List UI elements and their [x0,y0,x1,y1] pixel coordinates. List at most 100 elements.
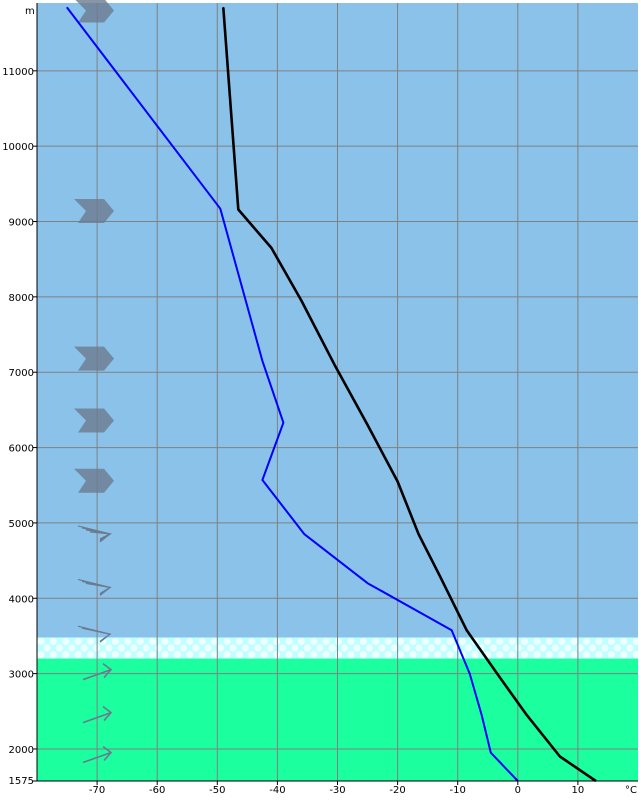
cloud-dot [409,650,417,659]
temperature-point [222,6,224,9]
cloud-dot [558,650,566,659]
chevron-shape [74,468,114,493]
cloud-dot [601,644,609,652]
cloud-dot [613,644,622,652]
temperature-point [499,676,501,678]
cloud-dot [211,650,219,659]
wind-marker-feather-2 [77,625,112,643]
cloud-dot [173,650,181,659]
y-tick-label: 10000 [2,142,34,153]
cloud-dot [155,644,163,652]
cloud-dot [310,637,318,646]
cloud-dot [124,637,132,646]
cloud-dot [322,650,330,659]
cloud-layer-dots [37,637,640,659]
wind-marker-chevron [74,468,114,493]
cloud-dot [192,644,200,652]
cloud-dot [545,650,554,659]
feather-stroke [81,627,112,642]
cloud-dot [489,644,497,652]
cloud-dot [167,644,175,652]
cloud-dot [595,650,603,659]
y-tick-label: 9000 [9,218,34,229]
cloud-dot [632,650,640,659]
chevron-shape [74,346,114,371]
cloud-dot [347,650,355,659]
cloud-dot [427,644,435,652]
cloud-dot [260,637,268,646]
cloud-dot [37,637,45,646]
x-tick-label: 10 [572,785,585,796]
cloud-dot [285,637,293,646]
cloud-dot [446,637,454,646]
cloud-dot [365,644,373,652]
wind-marker-chevron [74,408,114,433]
cloud-dot [607,650,616,659]
cloud-dot [149,637,157,646]
cloud-dot [111,637,119,646]
temperature-point [397,480,399,483]
cloud-dot [409,637,417,646]
dewpoint-point [469,673,471,675]
cloud-dot [508,637,516,646]
cloud-dot [136,650,144,659]
y-tick-label: 8000 [9,293,34,304]
cloud-dot [620,637,628,646]
arrow-shape [82,705,113,724]
chevron-shape [74,198,114,223]
cloud-dot [62,637,70,646]
cloud-dot [130,644,138,652]
cloud-dot [545,637,554,646]
cloud-dot [266,644,274,652]
wind-markers [74,0,114,764]
cloud-dot [465,644,473,652]
cloud-dot [384,650,392,659]
y-tick-label: 1575 [9,776,34,787]
y-tick-label: 11000 [2,67,34,78]
cloud-dot [533,650,541,659]
axes [33,3,638,785]
cloud-dot [254,644,262,652]
cloud-dot [570,637,578,646]
cloud-dot [297,637,305,646]
dewpoint-point [261,360,263,362]
cloud-dot [260,650,268,659]
dewpoint-point [451,629,453,631]
x-tick-label: -60 [149,785,165,796]
cloud-dot [421,637,429,646]
cloud-dot [440,644,448,652]
cloud-dot [43,644,51,652]
cloud-dot [626,644,634,652]
arrow-shape [82,745,113,764]
wind-marker-chevron [74,346,114,371]
cloud-dot [607,637,616,646]
cloud-dot [273,650,281,659]
cloud-dot [502,644,510,652]
cloud-dot [620,650,628,659]
cloud-dot [223,637,231,646]
cloud-dot [229,644,237,652]
cloud-dot [62,650,70,659]
y-tick-label: 2000 [9,745,34,756]
dewpoint-point [481,714,483,716]
cloud-dot [99,650,107,659]
cloud-dot [397,637,405,646]
cloud-dot [551,644,560,652]
cloud-dot [527,644,535,652]
dewpoint-point [366,582,369,584]
cloud-dot [87,650,95,659]
cloud-dot [291,644,299,652]
cloud-dot [403,644,411,652]
temperature-point [418,533,420,535]
cloud-dot [583,637,591,646]
cloud-dot [235,637,243,646]
cloud-dot [211,637,219,646]
cloud-dot [533,637,541,646]
cloud-dot [136,637,144,646]
wind-marker-chevron [74,198,114,223]
cloud-dot [372,637,380,646]
cloud-dot [595,637,603,646]
cloud-dot [496,650,504,659]
cloud-dot [446,650,454,659]
